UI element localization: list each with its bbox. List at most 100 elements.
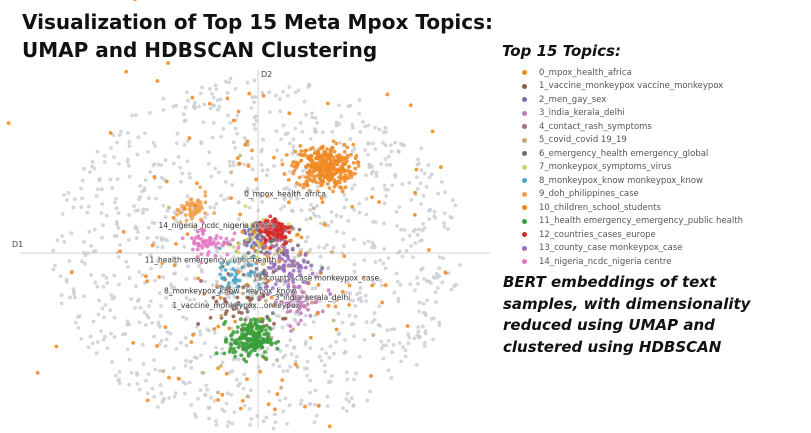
topic-point-0 xyxy=(331,189,335,194)
outlier-point xyxy=(329,274,334,279)
topic-point-5 xyxy=(258,277,263,281)
legend-swatch xyxy=(522,137,527,143)
outlier-point xyxy=(149,266,154,271)
outlier-point xyxy=(330,296,335,301)
outlier-point xyxy=(374,174,379,178)
outlier-point xyxy=(357,201,362,206)
topic-point-10 xyxy=(286,200,291,205)
outlier-point xyxy=(127,144,132,148)
topic-point-10 xyxy=(212,327,217,331)
outlier-point xyxy=(329,210,334,214)
outlier-point xyxy=(364,212,369,217)
outlier-point xyxy=(100,306,105,311)
outlier-point xyxy=(110,185,115,190)
outlier-point xyxy=(370,320,375,325)
topic-point-10 xyxy=(145,398,150,403)
outlier-point xyxy=(163,214,168,219)
outlier-point xyxy=(366,152,370,157)
topic-point-13 xyxy=(297,269,302,273)
outlier-point xyxy=(381,356,386,361)
topic-point-10 xyxy=(155,344,160,348)
outlier-point xyxy=(395,279,400,284)
topic-point-8 xyxy=(246,289,251,293)
topic-point-8 xyxy=(239,303,243,308)
topic-point-10 xyxy=(196,276,201,281)
outlier-point xyxy=(452,284,457,288)
outlier-point xyxy=(308,208,313,212)
outlier-point xyxy=(199,353,204,358)
topic-point-10 xyxy=(189,340,194,344)
topic-point-3 xyxy=(300,294,305,299)
outlier-point xyxy=(352,262,357,267)
topic-point-10 xyxy=(380,300,385,305)
outlier-point xyxy=(421,221,426,226)
outlier-point xyxy=(422,344,427,348)
topic-point-1 xyxy=(250,296,254,301)
series-10 xyxy=(6,0,448,429)
outlier-point xyxy=(143,131,147,136)
outlier-point xyxy=(345,377,350,382)
topic-point-0 xyxy=(347,164,352,169)
topic-point-13 xyxy=(266,291,271,296)
outlier-point xyxy=(117,282,121,287)
outlier-point xyxy=(183,105,188,110)
topic-point-5 xyxy=(219,313,224,318)
annotation-label: 14_nigeria_ncdc_nigeria centre xyxy=(159,221,276,230)
outlier-point xyxy=(214,201,219,206)
topic-point-10 xyxy=(370,195,374,200)
outlier-point xyxy=(358,129,363,134)
topic-point-11 xyxy=(239,353,244,358)
topic-point-5 xyxy=(245,189,250,194)
outlier-point xyxy=(158,314,163,318)
topic-point-11 xyxy=(261,354,266,359)
outlier-point xyxy=(407,233,412,238)
topic-point-11 xyxy=(241,326,246,331)
topic-point-1 xyxy=(199,279,203,283)
topic-point-10 xyxy=(171,215,176,220)
outlier-point xyxy=(384,163,389,167)
topic-point-0 xyxy=(319,196,324,201)
topic-point-6 xyxy=(246,251,251,256)
outlier-point xyxy=(142,186,147,191)
outlier-point xyxy=(204,383,209,388)
outlier-point xyxy=(144,207,149,212)
outlier-point xyxy=(339,114,344,119)
outlier-point xyxy=(146,372,151,377)
topic-point-0 xyxy=(310,169,314,174)
outlier-point xyxy=(175,131,180,136)
outlier-point xyxy=(203,341,207,345)
topic-point-12 xyxy=(286,225,291,230)
topic-point-14 xyxy=(196,229,200,234)
topic-point-0 xyxy=(325,181,330,186)
topic-point-10 xyxy=(273,407,277,412)
outlier-point xyxy=(316,184,321,189)
outlier-point xyxy=(421,301,426,306)
topic-point-0 xyxy=(304,148,309,153)
topic-point-3 xyxy=(296,322,301,326)
topic-point-10 xyxy=(238,406,243,411)
outlier-point xyxy=(182,391,187,396)
topic-point-0 xyxy=(325,147,329,151)
topic-point-13 xyxy=(277,265,281,269)
topic-point-0 xyxy=(325,156,330,161)
outlier-point xyxy=(136,297,141,302)
outlier-point xyxy=(67,259,72,263)
outlier-point xyxy=(295,196,300,201)
outlier-point xyxy=(140,342,145,347)
outlier-point xyxy=(215,98,220,103)
outlier-point xyxy=(184,295,189,300)
outlier-point xyxy=(292,345,297,350)
outlier-point xyxy=(457,263,462,267)
outlier-point xyxy=(343,280,348,285)
outlier-point xyxy=(397,149,401,154)
outlier-point xyxy=(250,95,255,100)
topic-point-5 xyxy=(238,153,243,158)
outlier-point xyxy=(188,298,192,302)
outlier-point xyxy=(378,258,383,263)
topic-point-8 xyxy=(233,275,238,279)
topic-point-6 xyxy=(245,309,250,314)
topic-point-3 xyxy=(275,278,280,283)
outlier-point xyxy=(140,273,145,278)
outlier-point xyxy=(184,343,189,348)
topic-point-10 xyxy=(293,362,298,367)
